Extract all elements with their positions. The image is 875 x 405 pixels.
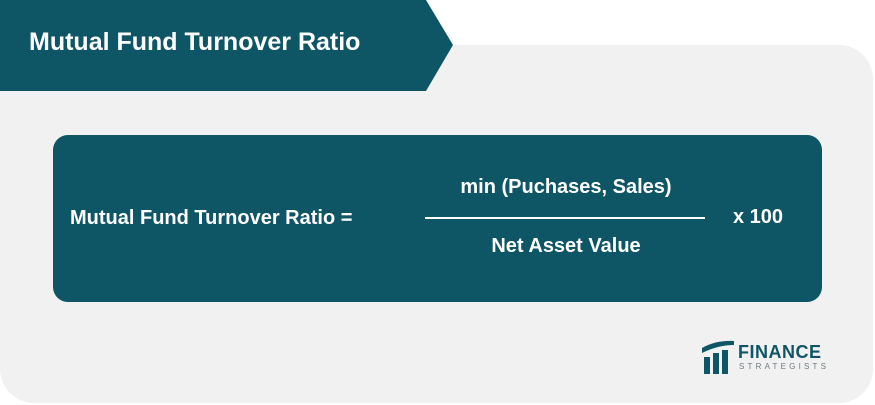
finance-strategists-logo: FINANCE STRATEGISTS bbox=[702, 340, 836, 376]
page-title: Mutual Fund Turnover Ratio bbox=[29, 28, 361, 56]
logo-word: FINANCE bbox=[738, 342, 822, 362]
title-banner bbox=[0, 0, 453, 91]
formula-numerator: min (Puchases, Sales) bbox=[460, 176, 672, 198]
formula-box: Mutual Fund Turnover Ratio = min (Puchas… bbox=[53, 135, 822, 302]
logo-mark-icon bbox=[702, 340, 734, 374]
formula-denominator: Net Asset Value bbox=[491, 235, 641, 257]
formula-lhs: Mutual Fund Turnover Ratio = bbox=[70, 207, 353, 229]
logo-subtitle: STRATEGISTS bbox=[739, 362, 830, 371]
formula-multiplier: x 100 bbox=[733, 206, 784, 228]
fraction-bar bbox=[425, 217, 705, 219]
